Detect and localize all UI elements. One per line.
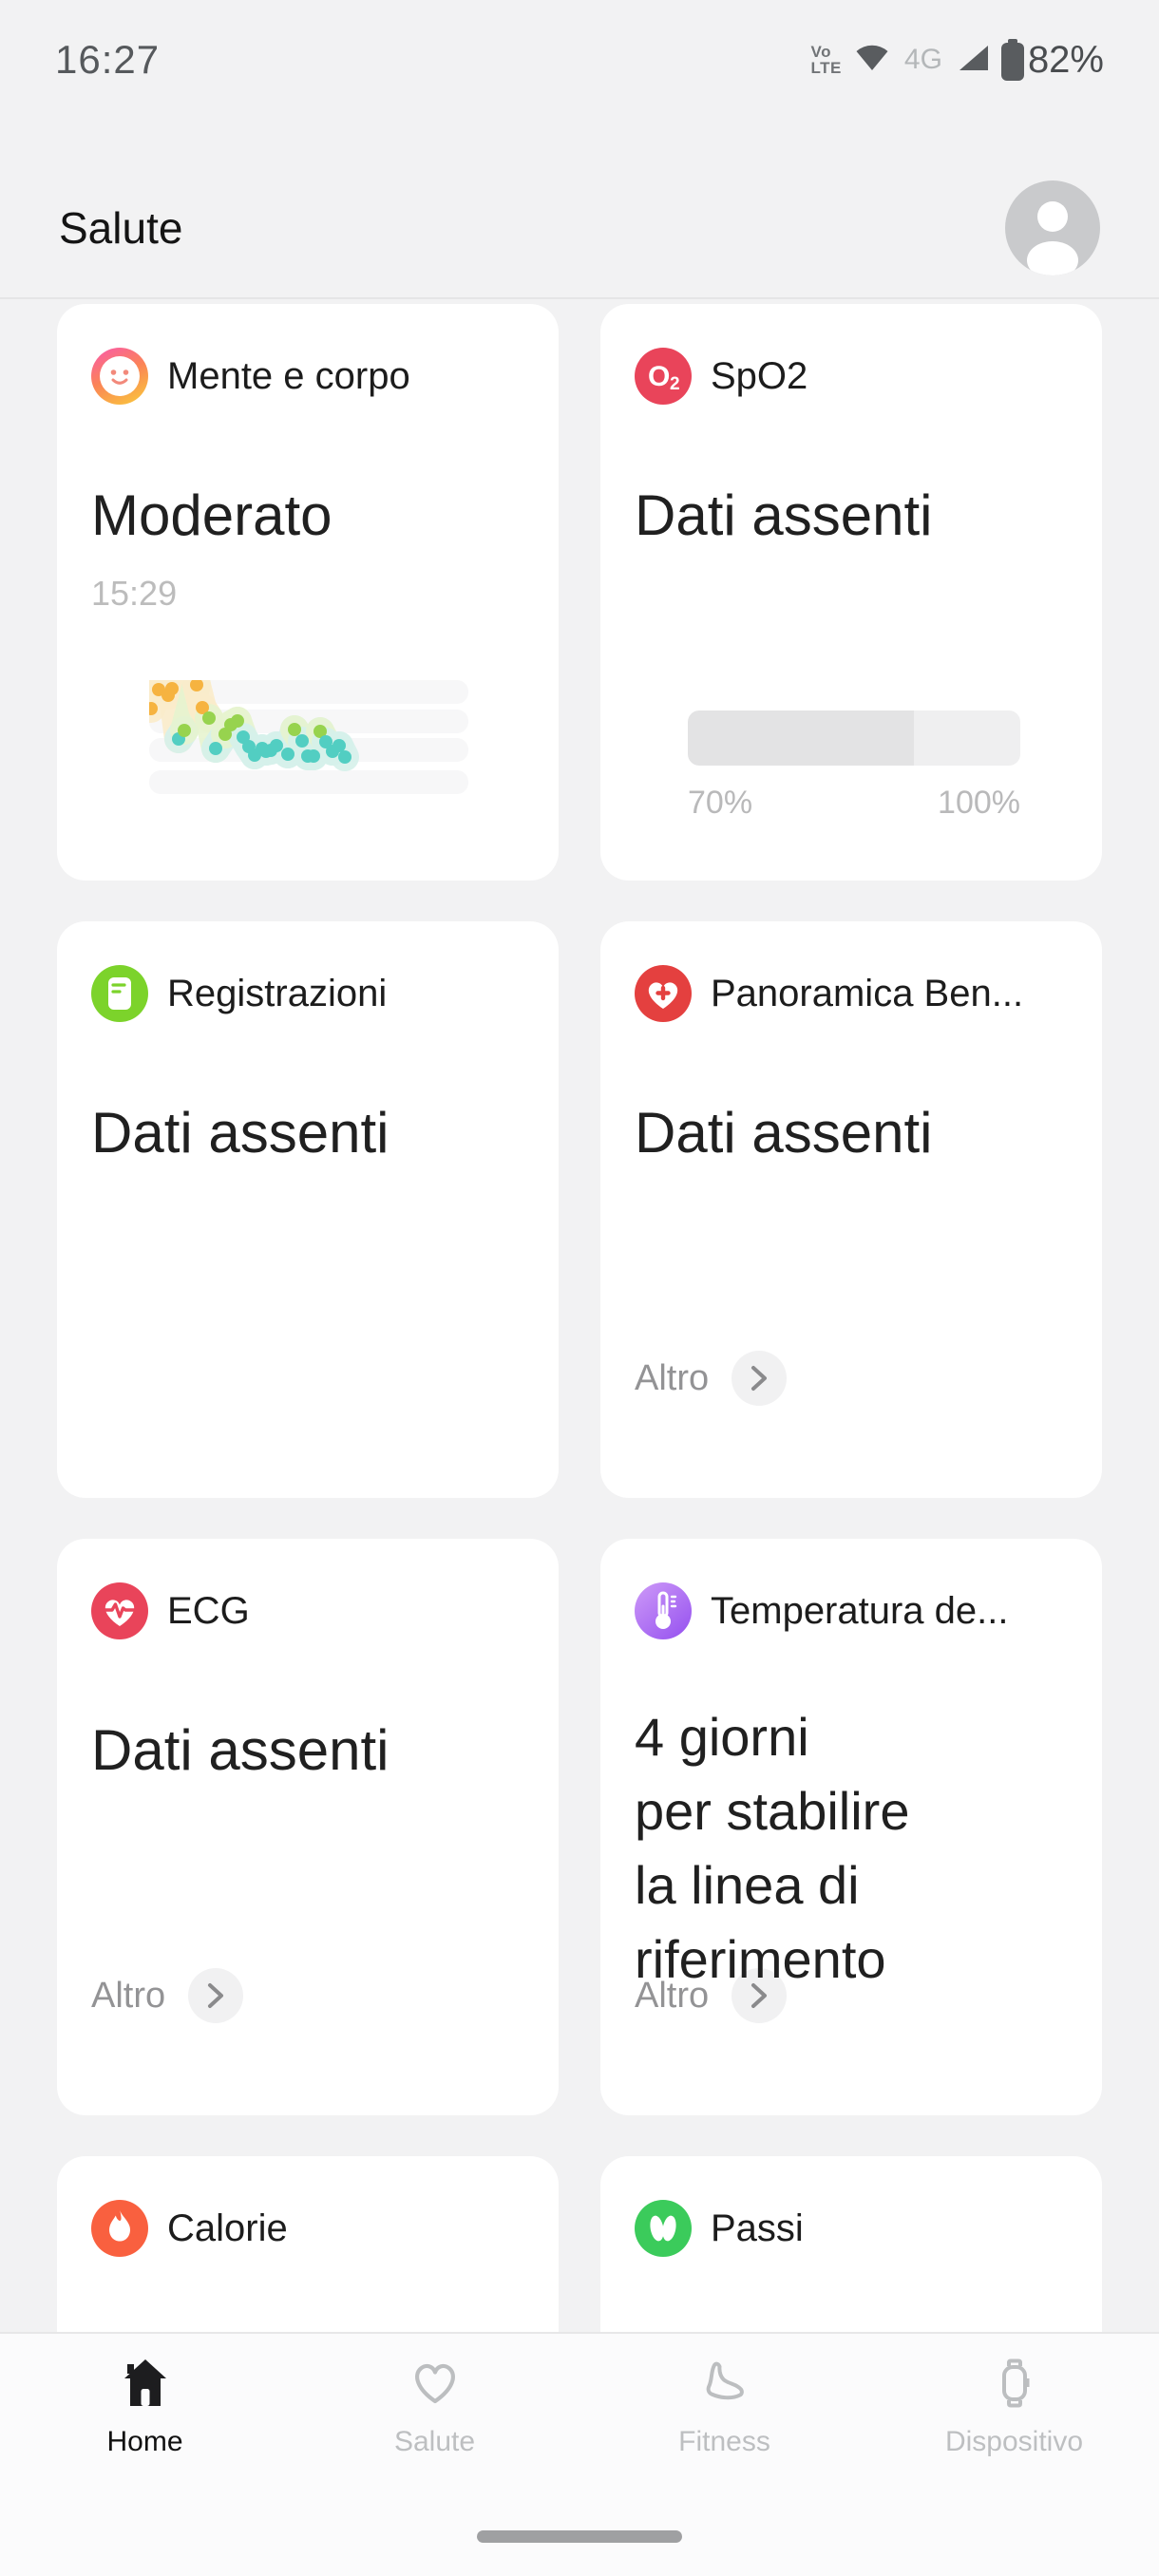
thermometer-icon: [635, 1582, 692, 1639]
battery-percent: 82%: [1027, 38, 1104, 81]
status-bar: 16:27 Vo LTE 4G 82%: [0, 0, 1159, 120]
card-wellness-overview[interactable]: Panoramica Ben... Dati assenti Altro: [600, 921, 1102, 1498]
mind-body-value: Moderato: [91, 483, 332, 547]
spo2-range-min: 70%: [688, 785, 753, 821]
page-title: Salute: [59, 203, 183, 253]
spo2-value: Dati assenti: [635, 483, 933, 547]
nav-label: Fitness: [678, 2426, 770, 2457]
mind-body-chart: [137, 671, 472, 800]
spo2-range-max: 100%: [938, 785, 1020, 821]
card-mind-body[interactable]: Mente e corpo Moderato 15:29: [57, 304, 559, 881]
wifi-icon: [855, 45, 889, 76]
chevron-right-icon: [732, 1968, 788, 2023]
spo2-range-bar: [688, 710, 1020, 766]
signal-icon: [958, 45, 988, 75]
ecg-icon: [91, 1582, 148, 1639]
card-title: Mente e corpo: [167, 354, 410, 397]
header-divider: [0, 297, 1159, 299]
card-title: Panoramica Ben...: [711, 972, 1024, 1014]
card-title: Registrazioni: [167, 972, 388, 1014]
flame-icon: [91, 2200, 148, 2257]
network-type-label: 4G: [903, 44, 942, 75]
wellness-value: Dati assenti: [635, 1101, 933, 1165]
spo2-range-labels: 70% 100%: [688, 785, 1020, 822]
card-grid: Mente e corpo Moderato 15:29 O 2 SpO2 Da…: [57, 304, 1102, 2576]
mind-body-icon: [91, 348, 148, 405]
nav-label: Home: [106, 2426, 183, 2457]
footsteps-icon: [635, 2200, 692, 2257]
volte-icon: Vo LTE: [810, 43, 842, 77]
status-icons: Vo LTE 4G 82%: [811, 39, 1104, 82]
more-label: Altro: [635, 1975, 710, 2016]
spo2-range-fill: [688, 710, 914, 766]
gesture-bar[interactable]: [477, 2530, 682, 2543]
card-title: SpO2: [711, 354, 808, 397]
ecg-more-button[interactable]: Altro: [91, 1968, 244, 2023]
card-temperature[interactable]: Temperatura de... 4 giorni per stabilire…: [600, 1539, 1102, 2115]
wellness-more-button[interactable]: Altro: [635, 1351, 788, 1406]
nav-label: Salute: [393, 2426, 476, 2457]
chevron-right-icon: [188, 1968, 244, 2023]
card-ecg[interactable]: ECG Dati assenti Altro: [57, 1539, 559, 2115]
home-icon: [115, 2353, 176, 2418]
nav-item-fitness[interactable]: Fitness: [580, 2334, 869, 2576]
app-header: Salute: [0, 152, 1159, 304]
card-records[interactable]: Registrazioni Dati assenti: [57, 921, 559, 1498]
card-spo2[interactable]: O 2 SpO2 Dati assenti 70% 100%: [600, 304, 1102, 881]
battery-icon: [1000, 39, 1024, 81]
spo2-icon: O 2: [635, 348, 692, 405]
card-title: Temperatura de...: [711, 1589, 1009, 1632]
status-clock: 16:27: [55, 37, 161, 82]
nav-item-home[interactable]: Home: [0, 2334, 290, 2576]
heart-icon: [405, 2353, 466, 2418]
nav-item-salute[interactable]: Salute: [290, 2334, 580, 2576]
profile-avatar-button[interactable]: [1005, 180, 1100, 275]
card-title: ECG: [167, 1589, 250, 1632]
card-title: Passi: [711, 2207, 804, 2249]
battery-indicator: 82%: [1000, 38, 1104, 82]
temperature-value: 4 giorni per stabilire la linea di rifer…: [635, 1707, 910, 1989]
mind-body-timestamp: 15:29: [91, 574, 178, 613]
person-icon: [1027, 201, 1078, 275]
nav-item-dispositivo[interactable]: Dispositivo: [869, 2334, 1159, 2576]
nav-label: Dispositivo: [944, 2426, 1084, 2457]
records-icon: [91, 965, 148, 1022]
svg-text:2: 2: [670, 374, 680, 394]
svg-text:O: O: [648, 361, 670, 392]
ecg-value: Dati assenti: [91, 1718, 390, 1782]
records-value: Dati assenti: [91, 1101, 390, 1165]
more-label: Altro: [635, 1357, 710, 1398]
more-label: Altro: [91, 1975, 166, 2016]
temperature-more-button[interactable]: Altro: [635, 1968, 788, 2023]
wellness-heart-plus-icon: [635, 965, 692, 1022]
watch-icon: [984, 2353, 1045, 2418]
card-title: Calorie: [167, 2207, 288, 2249]
shoe-icon: [694, 2353, 755, 2418]
chevron-right-icon: [732, 1351, 788, 1406]
